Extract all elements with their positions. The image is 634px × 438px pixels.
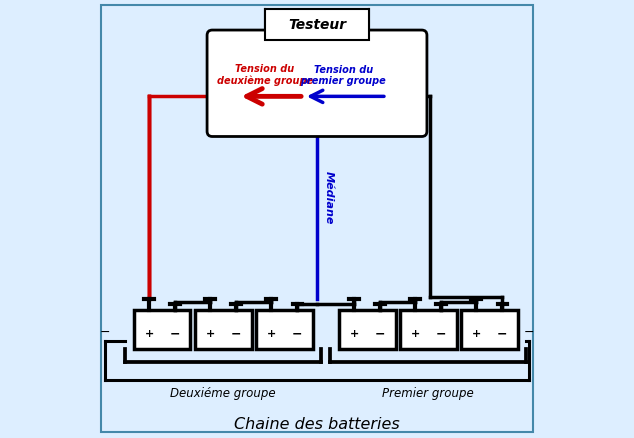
- Text: +: +: [472, 328, 481, 338]
- Bar: [256, 311, 313, 350]
- Bar: [461, 311, 518, 350]
- Text: −: −: [497, 327, 508, 339]
- Text: −: −: [170, 327, 181, 339]
- Text: +: +: [349, 328, 359, 338]
- Text: −: −: [100, 326, 111, 339]
- Bar: [339, 311, 396, 350]
- Text: +: +: [205, 328, 215, 338]
- Text: Deuxiéme groupe: Deuxiéme groupe: [171, 387, 276, 399]
- Text: Tension du
deuxième groupe: Tension du deuxième groupe: [217, 64, 313, 86]
- Text: −: −: [375, 327, 385, 339]
- Bar: [264, 10, 370, 41]
- Text: +: +: [411, 328, 420, 338]
- Text: Testeur: Testeur: [288, 18, 346, 32]
- Text: Premier groupe: Premier groupe: [382, 387, 474, 399]
- Text: Chaine des batteries: Chaine des batteries: [234, 416, 400, 431]
- Text: +: +: [145, 328, 153, 338]
- Bar: [134, 311, 190, 350]
- Bar: [400, 311, 456, 350]
- Text: Tension du
premier groupe: Tension du premier groupe: [301, 65, 386, 86]
- Text: −: −: [436, 327, 446, 339]
- Text: −: −: [523, 326, 534, 339]
- Text: +: +: [267, 328, 276, 338]
- Text: −: −: [292, 327, 302, 339]
- Bar: [195, 311, 252, 350]
- FancyBboxPatch shape: [207, 31, 427, 137]
- Text: Médiane: Médiane: [323, 171, 333, 224]
- Text: −: −: [231, 327, 242, 339]
